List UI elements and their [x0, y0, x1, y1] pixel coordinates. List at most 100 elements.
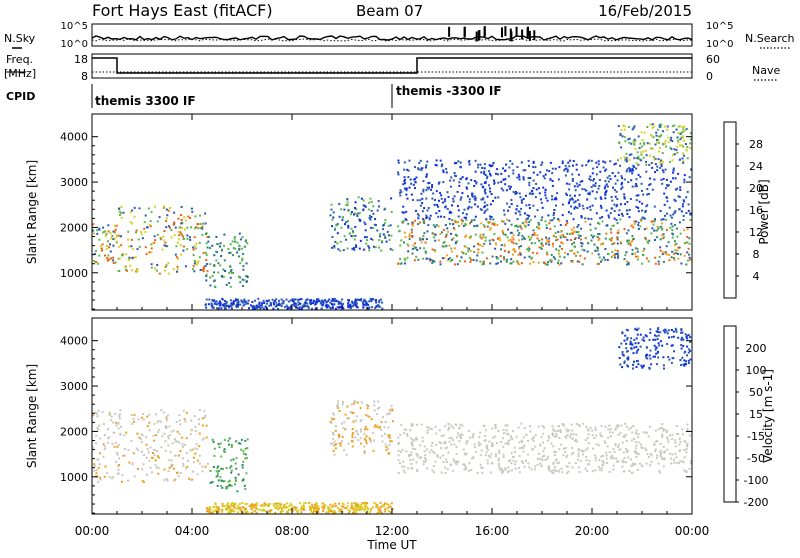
range-gate-cell [575, 182, 578, 185]
range-gate-cell [400, 190, 403, 193]
range-gate-cell [620, 424, 623, 427]
range-gate-cell [561, 471, 564, 474]
range-gate-cell [97, 458, 100, 461]
range-gate-cell [460, 433, 463, 436]
range-gate-cell [426, 432, 429, 434]
range-gate-cell [397, 454, 400, 457]
range-gate-cell [681, 356, 684, 359]
colorbar-tick-label: 100 [746, 364, 767, 377]
range-gate-cell [489, 172, 491, 175]
range-gate-cell [312, 302, 315, 305]
range-gate-cell [351, 427, 354, 430]
range-gate-cell [355, 213, 358, 216]
range-gate-cell [236, 241, 239, 244]
range-gate-cell [501, 229, 504, 232]
range-gate-cell [684, 143, 687, 146]
range-gate-cell [517, 262, 519, 265]
range-gate-cell [663, 142, 666, 145]
range-gate-cell [216, 467, 219, 469]
range-gate-cell [520, 227, 523, 230]
range-gate-cell [676, 227, 678, 230]
range-gate-cell [269, 301, 272, 304]
range-gate-cell [654, 338, 657, 341]
range-gate-cell [649, 331, 652, 334]
range-gate-cell [577, 236, 580, 239]
range-gate-cell [243, 279, 246, 282]
range-gate-cell [677, 125, 680, 128]
range-gate-cell [450, 218, 453, 221]
range-gate-cell [346, 247, 349, 250]
range-gate-cell [404, 236, 407, 238]
range-gate-cell [329, 307, 332, 310]
range-gate-cell [568, 188, 571, 191]
range-gate-cell [602, 256, 605, 259]
range-gate-cell [668, 206, 671, 209]
range-gate-cell [209, 508, 212, 511]
range-gate-cell [677, 195, 680, 198]
range-gate-cell [241, 236, 244, 239]
range-gate-cell [684, 333, 687, 336]
range-gate-cell [241, 278, 244, 281]
range-gate-cell [635, 345, 638, 348]
range-gate-cell [545, 197, 548, 200]
range-gate-cell [576, 260, 579, 263]
range-gate-cell [421, 197, 424, 200]
range-gate-cell [163, 230, 166, 232]
range-gate-cell [503, 243, 506, 246]
range-gate-cell [381, 301, 384, 304]
range-gate-cell [632, 238, 635, 240]
range-gate-cell [130, 211, 132, 214]
range-gate-cell [681, 331, 684, 334]
range-gate-cell [467, 429, 470, 432]
range-gate-cell [331, 236, 334, 238]
range-gate-cell [228, 282, 231, 284]
range-gate-cell [566, 238, 569, 241]
range-gate-cell [173, 479, 176, 482]
range-gate-cell [573, 241, 576, 244]
range-gate-cell [338, 215, 341, 218]
range-gate-cell [571, 437, 574, 440]
range-gate-cell [673, 153, 676, 156]
range-gate-cell [239, 281, 242, 284]
range-gate-cell [688, 467, 691, 470]
range-gate-cell [354, 302, 357, 305]
range-gate-cell [640, 151, 643, 154]
range-gate-cell [373, 223, 376, 226]
range-gate-cell [559, 224, 562, 226]
range-gate-cell [368, 300, 371, 303]
range-gate-cell [445, 171, 448, 174]
range-gate-cell [370, 226, 373, 229]
range-gate-cell [640, 219, 643, 222]
range-gate-cell [677, 172, 680, 175]
range-gate-cell [130, 245, 133, 248]
range-gate-cell [604, 258, 607, 261]
range-gate-cell [173, 234, 176, 237]
range-gate-cell [176, 265, 179, 268]
range-gate-cell [609, 428, 612, 431]
range-gate-cell [488, 221, 491, 223]
range-gate-cell [230, 510, 233, 513]
range-gate-cell [347, 305, 350, 308]
range-gate-cell [667, 136, 670, 139]
range-gate-cell [534, 215, 537, 218]
range-gate-cell [518, 232, 521, 235]
range-gate-cell [376, 511, 379, 514]
range-gate-cell [355, 507, 358, 509]
range-gate-cell [433, 249, 436, 251]
range-gate-cell [538, 457, 541, 460]
range-gate-cell [679, 449, 682, 452]
range-gate-cell [597, 222, 600, 224]
range-gate-cell [632, 226, 635, 229]
range-gate-cell [422, 257, 425, 260]
range-gate-cell [627, 242, 630, 245]
range-gate-cell [623, 196, 626, 198]
range-gate-cell [374, 246, 377, 249]
range-gate-cell [484, 429, 487, 432]
range-gate-cell [551, 434, 554, 437]
range-gate-cell [624, 159, 627, 162]
range-gate-cell [314, 508, 317, 511]
range-gate-cell [471, 436, 474, 439]
range-gate-cell [641, 209, 643, 212]
range-gate-cell [635, 167, 638, 170]
range-gate-cell [179, 423, 182, 426]
